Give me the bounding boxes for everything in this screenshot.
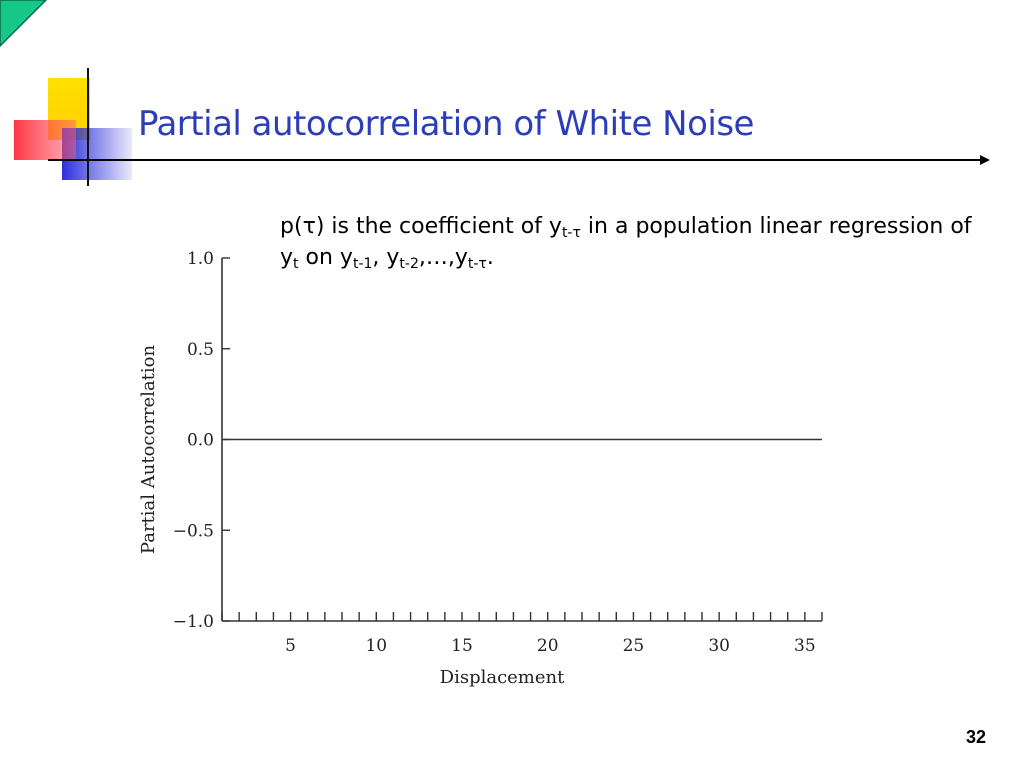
- page-number: 32: [965, 727, 986, 747]
- slide-title: Partial autocorrelation of White Noise: [138, 104, 754, 144]
- x-tick-label: 30: [708, 636, 730, 656]
- y-tick-label: 0.0: [187, 431, 214, 451]
- title-decoration: [14, 68, 132, 186]
- x-tick-label: 25: [623, 636, 645, 656]
- red-square: [14, 120, 76, 160]
- x-tick-label: 20: [537, 636, 559, 656]
- pacf-chart: 1.0 0.5 0.0 −0.5 −1.0 5 10 15 20 25 30 35 Displaceme…: [138, 249, 823, 688]
- y-tick-label: −0.5: [173, 521, 214, 541]
- title-underline-arrow: [48, 155, 990, 165]
- y-axis-label: Partial Autocorrelation: [138, 345, 159, 555]
- x-tick-label: 10: [365, 636, 387, 656]
- definition-text: p(τ) is the coefficient of yt-τ in a pop…: [280, 214, 972, 272]
- x-tick-label: 15: [451, 636, 473, 656]
- y-tick-label: −1.0: [173, 612, 214, 632]
- corner-triangle-decoration: [0, 0, 48, 48]
- y-tick-label: 1.0: [187, 249, 214, 269]
- x-axis-label: Displacement: [440, 667, 565, 688]
- y-tick-label: 0.5: [187, 340, 214, 360]
- x-tick-label: 5: [285, 636, 296, 656]
- x-tick-label: 35: [794, 636, 816, 656]
